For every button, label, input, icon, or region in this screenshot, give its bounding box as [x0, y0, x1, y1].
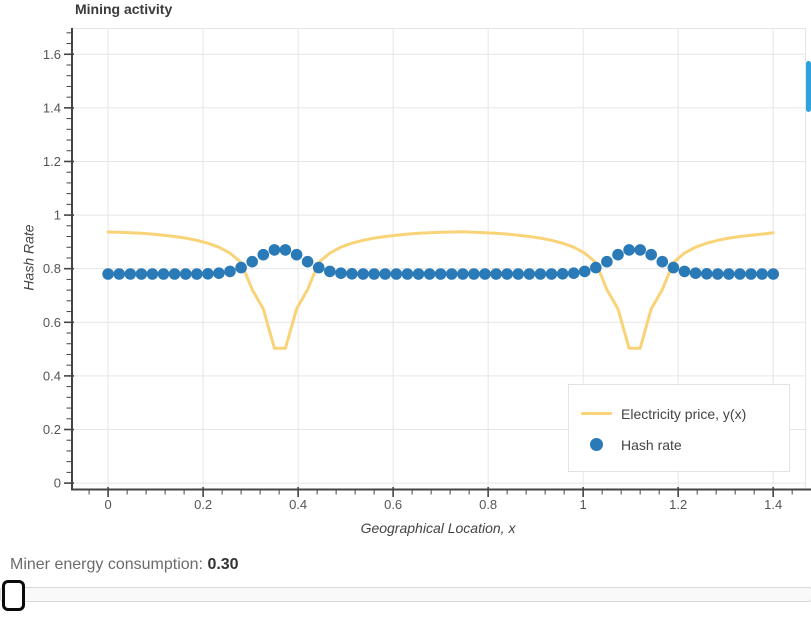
svg-text:0.4: 0.4: [289, 497, 307, 512]
slider-track[interactable]: [0, 587, 811, 602]
svg-text:0.2: 0.2: [194, 497, 212, 512]
x-axis-label: Geographical Location, x: [360, 520, 516, 536]
svg-text:0.4: 0.4: [43, 368, 61, 383]
y-axis-label: Hash Rate: [20, 224, 37, 291]
svg-text:0.2: 0.2: [43, 422, 61, 437]
slider-caption: Miner energy consumption: 0.30: [10, 556, 239, 574]
svg-text:1.4: 1.4: [43, 100, 61, 115]
legend-item-hash-rate: Hash rate: [581, 429, 789, 460]
svg-text:1.6: 1.6: [43, 47, 61, 62]
legend-item-electricity-price: Electricity price, y(x): [581, 398, 789, 429]
svg-text:1.2: 1.2: [669, 497, 687, 512]
svg-text:0.6: 0.6: [384, 497, 402, 512]
slider-thumb[interactable]: [2, 580, 25, 611]
svg-text:0.8: 0.8: [479, 497, 497, 512]
svg-text:1: 1: [580, 497, 587, 512]
legend: Electricity price, y(x) Hash rate: [568, 384, 790, 472]
chart-title: Mining activity: [75, 1, 173, 17]
circle-swatch-icon: [590, 438, 603, 451]
legend-item-label: Electricity price, y(x): [621, 405, 747, 422]
svg-text:0.8: 0.8: [43, 261, 61, 276]
slider-value: 0.30: [207, 556, 239, 573]
svg-text:1.4: 1.4: [764, 497, 782, 512]
legend-item-label: Hash rate: [621, 436, 682, 453]
svg-text:1: 1: [54, 208, 61, 223]
plot-canvas: 0 0.2 0.4 0.6 0.8 1 1.2 1.4 0 0.2 0.4 0.6 0.8 1 1.2 1.4…: [43, 28, 811, 512]
svg-text:1.2: 1.2: [43, 154, 61, 169]
scrollbar-thumb[interactable]: [806, 61, 811, 112]
svg-text:0.6: 0.6: [43, 315, 61, 330]
line-swatch-icon: [581, 412, 612, 415]
svg-text:0: 0: [54, 476, 61, 491]
svg-text:0: 0: [104, 497, 111, 512]
slider-label: Miner energy consumption:: [10, 556, 203, 573]
